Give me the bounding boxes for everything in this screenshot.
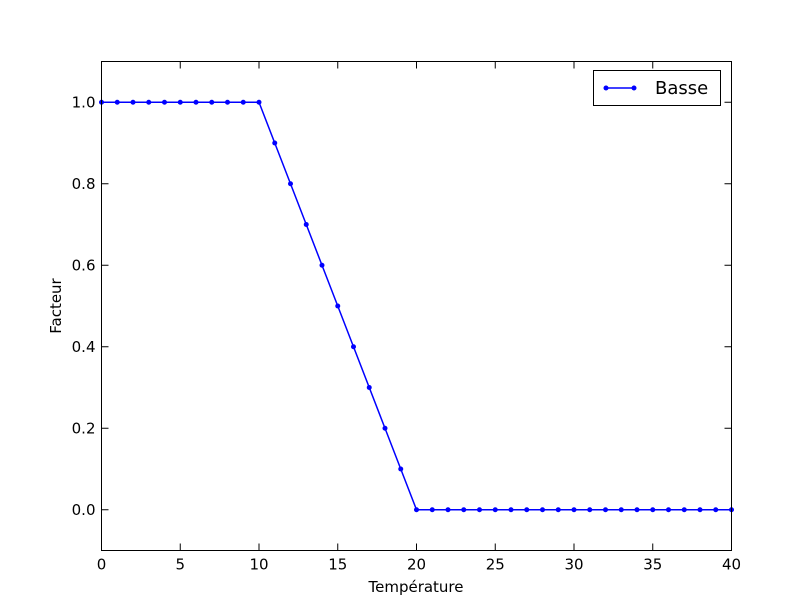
data-point [477,507,482,513]
legend-label-basse: Basse [655,78,708,99]
legend-marker-left [603,85,609,91]
y-tick-label: 0.2 [72,419,96,437]
data-point [319,262,325,268]
data-point [209,99,215,105]
y-tick-labels: 0.0 0.2 0.4 0.6 0.8 1.0 [72,93,96,519]
data-point [414,507,419,513]
data-point [382,425,388,431]
x-tick-label: 40 [722,556,741,574]
data-point [666,507,671,513]
legend: Basse [593,70,721,106]
data-point [114,99,120,105]
data-point [351,344,356,350]
y-axis-label: Facteur [47,277,65,333]
data-point [492,507,498,513]
data-point [288,181,293,187]
plot-frame [101,61,732,551]
data-point [256,99,262,105]
data-point [508,507,514,513]
data-point [587,507,593,513]
data-point [225,99,230,105]
data-point [618,507,624,513]
x-tick-label: 15 [328,556,347,574]
data-point [713,507,719,513]
x-tick-label: 35 [643,556,662,574]
data-point [524,507,530,513]
x-tick-label: 30 [564,556,583,574]
y-tick-label: 1.0 [72,93,96,111]
data-point [162,99,167,105]
data-point [146,99,152,105]
data-point [461,507,467,513]
plot-area [101,61,732,551]
data-point [335,303,341,309]
data-point [130,99,136,105]
data-point [603,507,608,513]
x-tick-label: 10 [249,556,268,574]
y-tick-label: 0.6 [72,256,96,274]
data-point [398,466,404,472]
data-point [272,140,278,146]
data-point [681,507,687,513]
data-point [445,507,451,513]
x-tick-label: 5 [175,556,185,574]
x-tick-label: 20 [407,556,426,574]
data-point [650,507,656,513]
data-point [571,507,577,513]
data-point [634,507,640,513]
data-point [555,507,561,513]
x-tick-label: 0 [97,556,107,574]
data-point [177,99,183,105]
legend-marker-right [631,85,637,91]
data-point [429,507,435,513]
x-axis-label: Température [367,578,463,596]
y-tick-label: 0.8 [72,175,96,193]
data-point [366,385,372,390]
data-point [540,507,545,513]
y-tick-label: 0.4 [72,338,96,356]
y-tick-label: 0.0 [72,501,96,519]
data-point [303,222,309,227]
x-tick-label: 25 [486,556,505,574]
data-point [697,507,703,513]
data-point [193,99,199,105]
data-point [240,99,246,105]
x-tick-labels: 0 5 10 15 20 25 30 35 40 [97,556,741,574]
